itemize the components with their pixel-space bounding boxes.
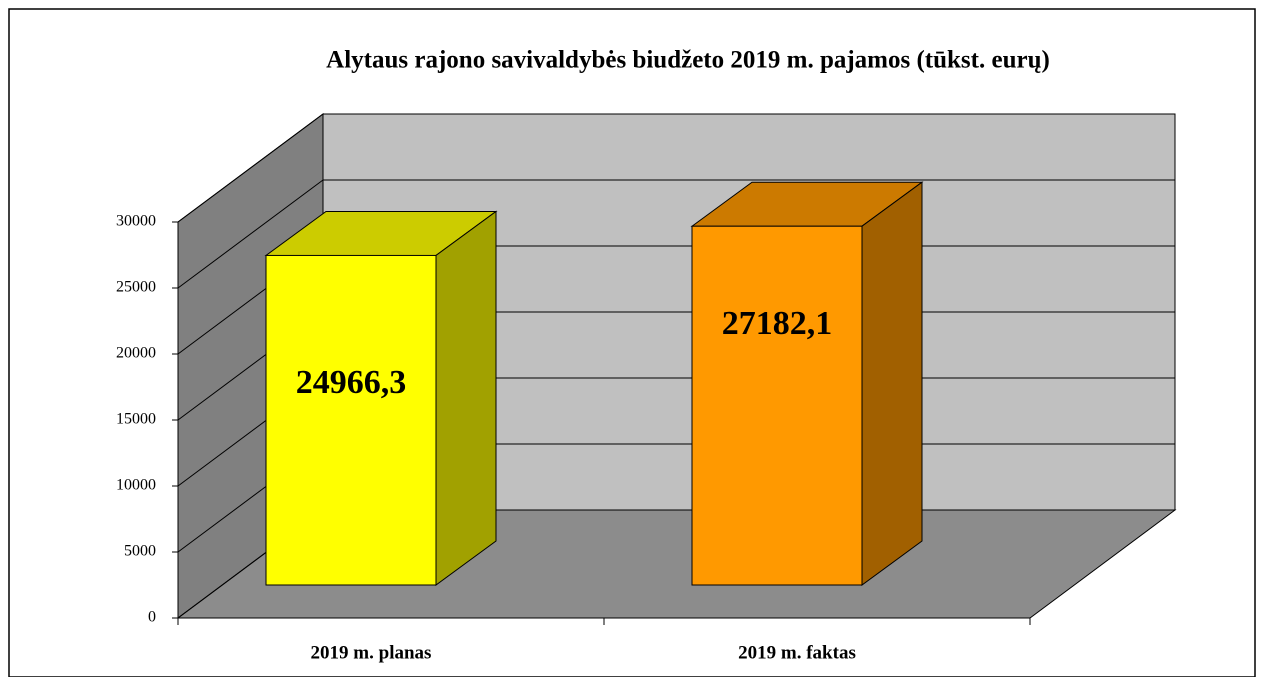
bar: [691, 225, 863, 586]
y-tick-label: 0: [148, 609, 156, 626]
data-label: 27182,1: [722, 305, 833, 342]
bar: [265, 254, 437, 586]
y-tick-label: 30000: [116, 213, 156, 230]
bar-side: [861, 181, 923, 586]
y-tick-label: 10000: [116, 477, 156, 494]
y-tick-label: 20000: [116, 345, 156, 362]
grid-line: [177, 179, 324, 289]
bar-side: [435, 210, 497, 586]
x-tick-label: 2019 m. planas: [311, 642, 432, 663]
x-tick-label: 2019 m. faktas: [738, 642, 856, 663]
chart-title: Alytaus rajono savivaldybės biudžeto 201…: [326, 47, 1050, 74]
y-tick-label: 25000: [116, 279, 156, 296]
data-label: 24966,3: [296, 364, 407, 401]
y-tick-label: 15000: [116, 411, 156, 428]
grid-line: [177, 113, 324, 223]
y-tick-label: 5000: [124, 543, 156, 560]
